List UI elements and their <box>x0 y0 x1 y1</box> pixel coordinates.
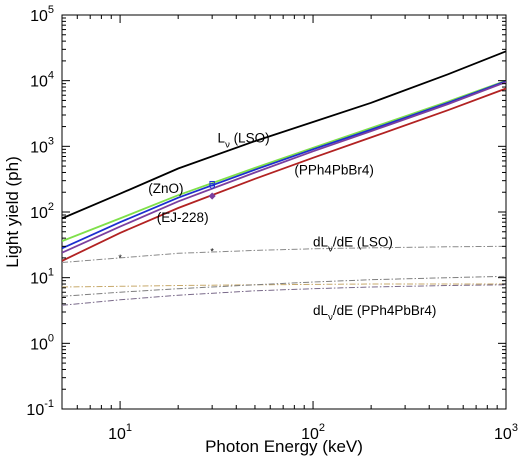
series-layer <box>62 50 506 306</box>
plot-area <box>61 14 507 410</box>
y-axis-title: Light yield (ph) <box>3 156 22 268</box>
y-tick-label: 10-1 <box>26 398 54 419</box>
series-line-6 <box>62 245 506 263</box>
series-line-3 <box>62 80 506 250</box>
y-tick-label: 100 <box>30 332 54 353</box>
tick-layer: 101 102 103 10-1 100 101 102 103 104 105 <box>26 4 518 443</box>
series-line-8 <box>62 275 506 297</box>
y-tick-label: 105 <box>30 4 54 25</box>
x-tick-label: 102 <box>301 422 325 443</box>
marker-circle-2 <box>209 182 216 189</box>
plot-frame <box>61 14 507 410</box>
series-line-1 <box>62 50 506 220</box>
x-tick-label: 103 <box>494 422 518 443</box>
marker-diamond-3 <box>208 192 216 200</box>
x-tick-label: 101 <box>108 422 132 443</box>
marker-layer: ** <box>118 180 216 263</box>
series-line-7 <box>62 283 506 288</box>
y-tick-label: 101 <box>30 267 54 288</box>
annotation-3: (EJ-228) <box>157 210 209 225</box>
marker-star-5: * <box>210 247 214 257</box>
y-tick-label: 102 <box>30 201 54 222</box>
annotation-6: dLν/dE (PPh4PbBr4) <box>313 303 436 323</box>
annotation-4: (PPh4PbBr4) <box>294 163 374 178</box>
annotation-layer: Lν (LSO) (ZnO) (EJ-228) (PPh4PbBr4) dLν/dE (… <box>148 130 436 323</box>
series-line-9 <box>62 284 506 306</box>
marker-star-4: * <box>118 253 122 263</box>
series-line-5 <box>62 87 506 262</box>
annotation-5: dLν/dE (LSO) <box>313 234 393 254</box>
annotation-2: (ZnO) <box>148 181 183 196</box>
y-tick-label: 103 <box>30 135 54 156</box>
series-line-4 <box>62 81 506 254</box>
marker-square-1 <box>209 180 215 187</box>
series-line-2 <box>62 79 506 242</box>
x-axis-title: Photon Energy (keV) <box>205 437 363 456</box>
y-tick-label: 104 <box>30 70 54 91</box>
annotation-1: Lν (LSO) <box>218 130 270 150</box>
